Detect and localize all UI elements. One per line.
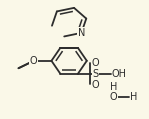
Text: O: O xyxy=(92,57,99,67)
Text: O: O xyxy=(30,56,38,66)
Text: OH: OH xyxy=(111,69,126,79)
Text: S: S xyxy=(93,69,99,79)
Text: N: N xyxy=(78,28,85,38)
Text: H: H xyxy=(130,92,137,102)
Text: O: O xyxy=(110,92,117,102)
Text: H: H xyxy=(110,82,117,92)
Text: O: O xyxy=(92,80,99,90)
